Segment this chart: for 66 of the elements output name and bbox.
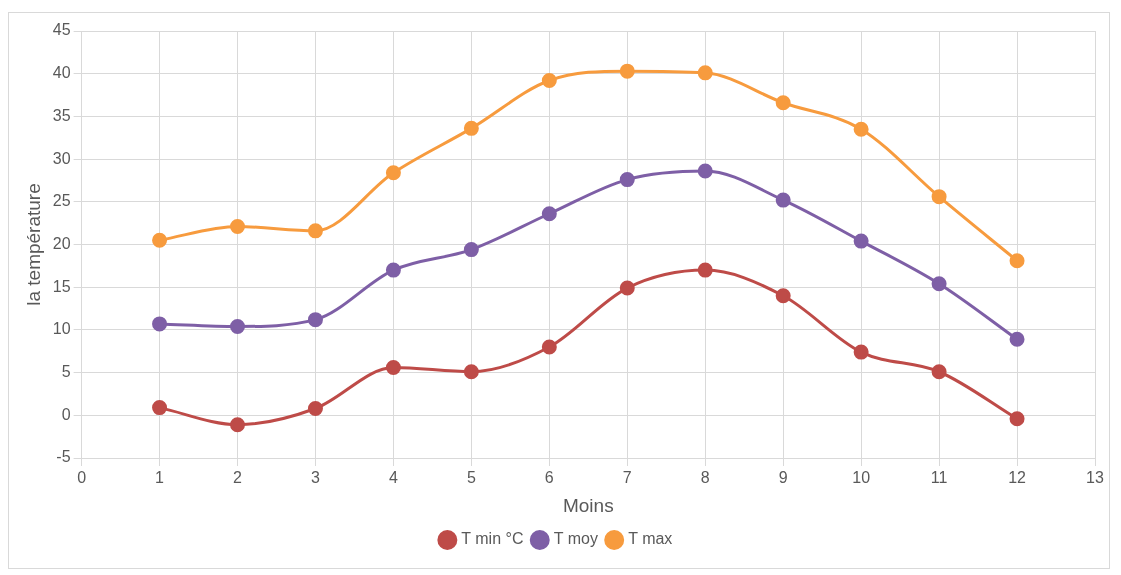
point (697, 163, 713, 179)
point (853, 233, 869, 249)
y-tick-label: 40 (52, 64, 71, 82)
point (853, 121, 869, 137)
point (775, 95, 791, 111)
point (1009, 411, 1025, 427)
point (541, 206, 557, 222)
point (230, 318, 246, 334)
x-tick-label: 8 (700, 469, 710, 487)
point (931, 364, 947, 380)
x-tick-label: 2 (233, 469, 243, 487)
point (1009, 331, 1025, 347)
x-tick-label: 10 (852, 469, 871, 487)
point (152, 316, 168, 332)
y-tick-label: 10 (52, 320, 71, 338)
point (619, 280, 635, 296)
legend-label: T min °C (461, 530, 524, 548)
point (619, 63, 635, 79)
x-tick-label: 5 (466, 469, 476, 487)
point (463, 120, 479, 136)
y-tick-label: 25 (52, 192, 71, 210)
point (1009, 253, 1025, 269)
x-tick-label: 0 (77, 469, 87, 487)
point (152, 400, 168, 416)
point (931, 276, 947, 292)
legend-label: T max (628, 530, 673, 548)
point (307, 223, 323, 239)
point (230, 417, 246, 433)
point (853, 344, 869, 360)
x-tick-label: 3 (311, 469, 321, 487)
y-tick-label: 5 (61, 363, 71, 381)
point (775, 192, 791, 208)
y-tick-label: -5 (56, 448, 71, 466)
point (931, 189, 947, 205)
point (152, 232, 168, 248)
y-tick-label: 15 (52, 277, 71, 295)
point (385, 165, 401, 181)
point (307, 312, 323, 328)
y-tick-label: 45 (52, 21, 71, 39)
x-axis-title: Moins (562, 494, 614, 516)
point (619, 172, 635, 188)
point (541, 73, 557, 89)
point (385, 359, 401, 375)
legend-label: T moy (553, 530, 598, 548)
point (463, 364, 479, 380)
point (697, 65, 713, 81)
x-tick-label: 12 (1008, 469, 1027, 487)
point (463, 242, 479, 258)
y-tick-label: 20 (52, 234, 71, 252)
point (385, 262, 401, 278)
point (775, 288, 791, 304)
x-tick-label: 6 (544, 469, 554, 487)
x-tick-label: 1 (155, 469, 165, 487)
x-tick-label: 9 (778, 469, 788, 487)
point (697, 262, 713, 278)
x-tick-label: 7 (622, 469, 632, 487)
y-tick-label: 0 (61, 405, 71, 423)
y-tick-label: 30 (52, 149, 71, 167)
point (230, 219, 246, 235)
point (541, 339, 557, 355)
x-tick-label: 11 (930, 469, 948, 487)
point (307, 400, 323, 416)
y-axis-title: la température (22, 183, 44, 306)
x-tick-label: 4 (388, 469, 398, 487)
x-tick-label: 13 (1086, 469, 1104, 487)
y-tick-label: 35 (52, 106, 71, 124)
